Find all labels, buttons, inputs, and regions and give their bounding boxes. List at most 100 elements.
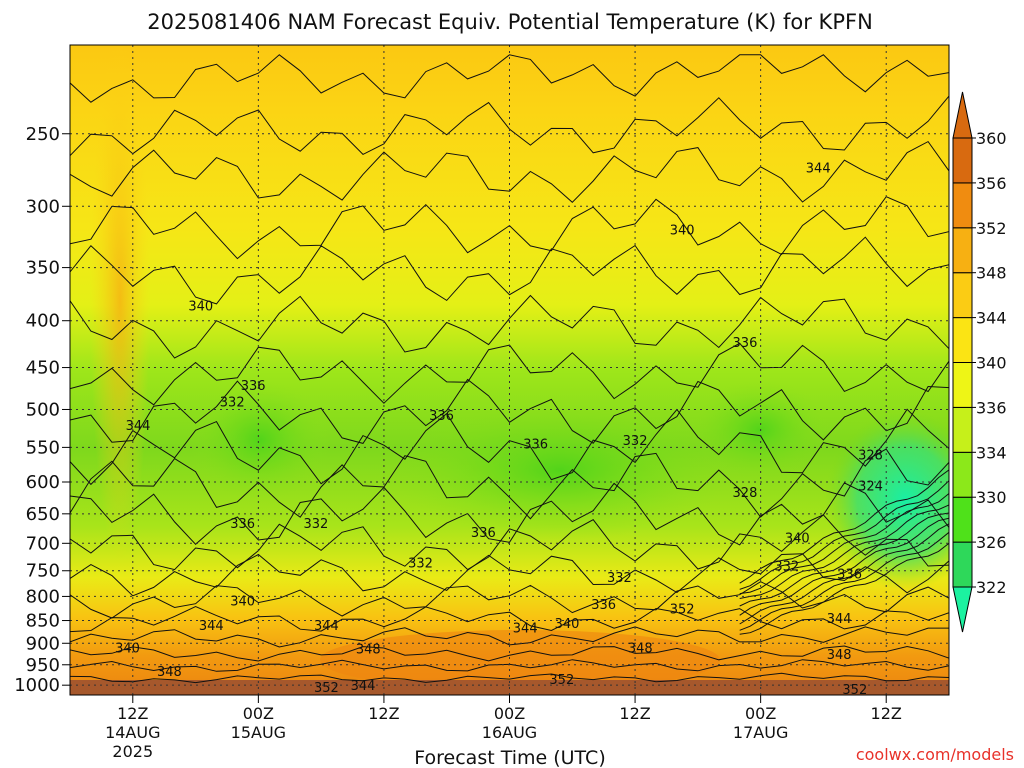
contour-line bbox=[70, 54, 949, 103]
contour-line bbox=[70, 482, 949, 546]
field-dry-core bbox=[825, 410, 949, 590]
contour-line bbox=[739, 517, 949, 616]
contour-label: 336 bbox=[523, 438, 548, 453]
field-warm-low bbox=[320, 630, 720, 690]
contour-label: 344 bbox=[199, 619, 224, 634]
contour-line bbox=[739, 523, 949, 625]
contour-label: 332 bbox=[623, 434, 648, 449]
contour-line bbox=[739, 480, 949, 590]
colorbar-max-arrow bbox=[952, 91, 973, 139]
contour-label: 344 bbox=[126, 419, 151, 434]
contour-label: 352 bbox=[670, 603, 695, 618]
colorbar-label: 344 bbox=[976, 309, 1007, 328]
x-tick-sublabel: 14AUG bbox=[105, 723, 160, 742]
contour-line bbox=[70, 672, 949, 684]
contour-label: 336 bbox=[471, 526, 496, 541]
contour-label: 348 bbox=[356, 643, 381, 658]
contour-label: 332 bbox=[303, 517, 328, 532]
x-tick-label: 00Z bbox=[494, 704, 525, 723]
y-tick-label: 250 bbox=[26, 124, 60, 145]
contour-label: 324 bbox=[858, 479, 883, 494]
contour-label: 336 bbox=[230, 517, 255, 532]
y-tick-label: 300 bbox=[26, 196, 60, 217]
contour-line bbox=[70, 236, 949, 305]
contour-label: 336 bbox=[429, 409, 454, 424]
colorbar-min-arrow bbox=[952, 586, 973, 633]
contour-line bbox=[70, 605, 949, 633]
contour-label: 344 bbox=[513, 621, 538, 636]
contour-label: 332 bbox=[408, 557, 433, 572]
y-tick-label: 500 bbox=[26, 399, 60, 420]
field-moist-core-1 bbox=[190, 380, 330, 500]
colorbar-segment bbox=[952, 362, 973, 408]
x-tick-label: 00Z bbox=[243, 704, 274, 723]
colorbar-label: 330 bbox=[976, 488, 1007, 507]
colorbar-label: 348 bbox=[976, 264, 1007, 283]
contour-label: 336 bbox=[837, 567, 862, 582]
contour-line bbox=[70, 294, 949, 359]
y-tick-label: 650 bbox=[26, 504, 60, 525]
y-tick-label: 600 bbox=[26, 472, 60, 493]
y-tick-label: 950 bbox=[26, 655, 60, 676]
y-tick-label: 800 bbox=[26, 586, 60, 607]
colorbar-segment bbox=[952, 451, 973, 498]
colorbar-label: 340 bbox=[976, 354, 1007, 373]
contour-label: 344 bbox=[806, 161, 831, 176]
y-tick-label: 700 bbox=[26, 533, 60, 554]
colorbar-label: 352 bbox=[976, 219, 1007, 238]
x-tick-sublabel: 16AUG bbox=[482, 723, 537, 742]
contour-label: 340 bbox=[555, 617, 580, 632]
x-tick-sublabel: 2025 bbox=[112, 742, 153, 761]
contour-line bbox=[70, 408, 949, 486]
colorbar: 322 326 330 334 336 340 344 348 352 356 360 bbox=[952, 91, 1007, 633]
contour-label: 340 bbox=[188, 300, 213, 315]
contour-label: 336 bbox=[241, 379, 266, 394]
contour-label: 348 bbox=[827, 648, 852, 663]
contour-label: 332 bbox=[607, 571, 632, 586]
field-left-column bbox=[90, 45, 150, 560]
colorbar-label: 360 bbox=[976, 129, 1007, 148]
credit-text: coolwx.com/models bbox=[856, 745, 1014, 764]
contour-label: 328 bbox=[733, 486, 758, 501]
contour-line bbox=[70, 448, 949, 520]
contour-label: 340 bbox=[230, 594, 255, 609]
contour-line bbox=[70, 140, 949, 203]
contour-label: 328 bbox=[858, 449, 883, 464]
contour-label: 344 bbox=[351, 679, 376, 694]
y-tick-label: 450 bbox=[26, 358, 60, 379]
x-tick-label: 00Z bbox=[745, 704, 776, 723]
y-tick-label: 550 bbox=[26, 437, 60, 458]
x-tick-sublabel: 15AUG bbox=[231, 723, 286, 742]
x-tick-label: 12Z bbox=[117, 704, 148, 723]
colorbar-label: 356 bbox=[976, 174, 1007, 193]
contour-label: 332 bbox=[220, 395, 245, 410]
contour-label: 348 bbox=[157, 665, 182, 680]
contour-line bbox=[70, 378, 949, 444]
colorbar-segment bbox=[952, 541, 973, 588]
contour-line bbox=[739, 469, 949, 584]
colorbar-segment bbox=[952, 496, 973, 543]
y-tick-label: 1000 bbox=[14, 675, 60, 696]
x-tick-label: 12Z bbox=[619, 704, 650, 723]
colorbar-segment bbox=[952, 406, 973, 453]
contour-label: 344 bbox=[314, 619, 339, 634]
x-tick-label: 12Z bbox=[368, 704, 399, 723]
contour-line bbox=[70, 514, 949, 571]
x-tick-sublabel: 17AUG bbox=[733, 723, 788, 742]
y-tick-label: 900 bbox=[26, 633, 60, 654]
contour-label: 352 bbox=[549, 673, 574, 688]
colorbar-segment bbox=[952, 227, 973, 274]
contour-label: 332 bbox=[774, 559, 799, 574]
colorbar-label: 336 bbox=[976, 398, 1007, 417]
contour-line bbox=[739, 542, 949, 635]
grid-lines bbox=[70, 45, 949, 695]
contour-label: 352 bbox=[842, 683, 867, 698]
contour-label: 352 bbox=[314, 681, 339, 696]
y-tick-label: 350 bbox=[26, 258, 60, 279]
contour-label: 340 bbox=[670, 223, 695, 238]
contour-label: 344 bbox=[827, 612, 852, 627]
